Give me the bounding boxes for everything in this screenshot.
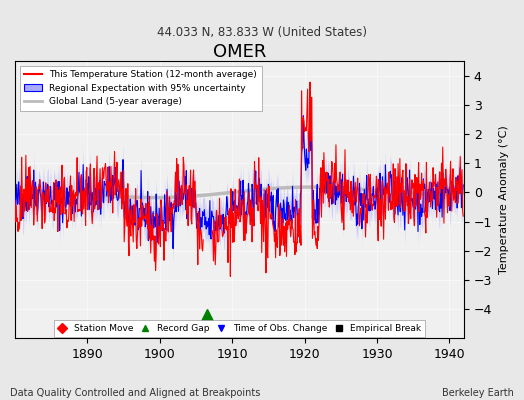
Title: OMER: OMER — [213, 43, 266, 61]
Text: Data Quality Controlled and Aligned at Breakpoints: Data Quality Controlled and Aligned at B… — [10, 388, 261, 398]
Text: Berkeley Earth: Berkeley Earth — [442, 388, 514, 398]
Y-axis label: Temperature Anomaly (°C): Temperature Anomaly (°C) — [499, 125, 509, 274]
Text: 44.033 N, 83.833 W (United States): 44.033 N, 83.833 W (United States) — [157, 26, 367, 39]
Legend: Station Move, Record Gap, Time of Obs. Change, Empirical Break: Station Move, Record Gap, Time of Obs. C… — [54, 320, 425, 336]
